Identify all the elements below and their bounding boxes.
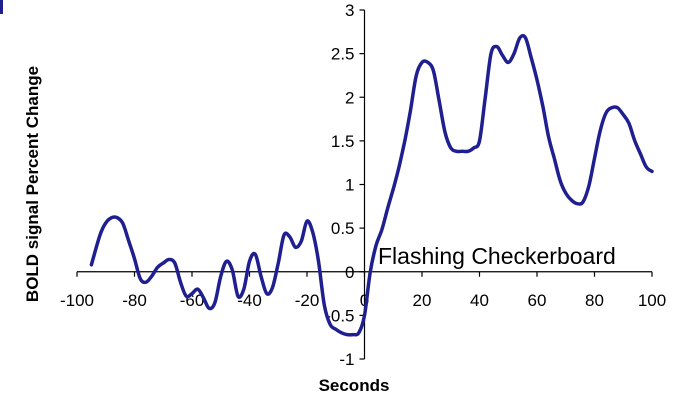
x-tick-label: -80 <box>122 291 147 310</box>
x-tick-label: 0 <box>360 291 369 310</box>
x-tick-label: 40 <box>470 291 489 310</box>
y-tick-label: -0.5 <box>325 306 354 325</box>
left-edge-marker <box>0 0 3 14</box>
x-axis-title: Seconds <box>319 376 390 395</box>
y-tick-label: 0 <box>345 263 354 282</box>
x-tick-label: -100 <box>60 291 94 310</box>
y-tick-label: 2 <box>345 88 354 107</box>
y-tick-label: -1 <box>339 350 354 369</box>
x-tick-label: 20 <box>413 291 432 310</box>
x-tick-label: 80 <box>585 291 604 310</box>
y-tick-labels: -1 -0.5 0 0.5 1 1.5 2 2.5 3 <box>325 1 354 369</box>
y-tick-label: 2.5 <box>331 45 355 64</box>
y-tick-label: 0.5 <box>331 219 355 238</box>
y-tick-label: 3 <box>345 1 354 20</box>
annotation-flashing-checkerboard: Flashing Checkerboard <box>378 243 616 269</box>
x-tick-label: 60 <box>528 291 547 310</box>
x-tick-labels: -100 -80 -60 -40 -20 0 20 40 60 80 100 <box>60 291 666 310</box>
y-tick-label: 1.5 <box>331 132 355 151</box>
x-tick-label: 100 <box>638 291 666 310</box>
tick-marks <box>76 9 653 360</box>
bold-series-line <box>89 33 654 337</box>
y-axis-title: BOLD signal Percent Change <box>23 66 42 302</box>
x-tick-label: -20 <box>295 291 320 310</box>
x-tick-label: -40 <box>237 291 262 310</box>
y-tick-label: 1 <box>345 176 354 195</box>
